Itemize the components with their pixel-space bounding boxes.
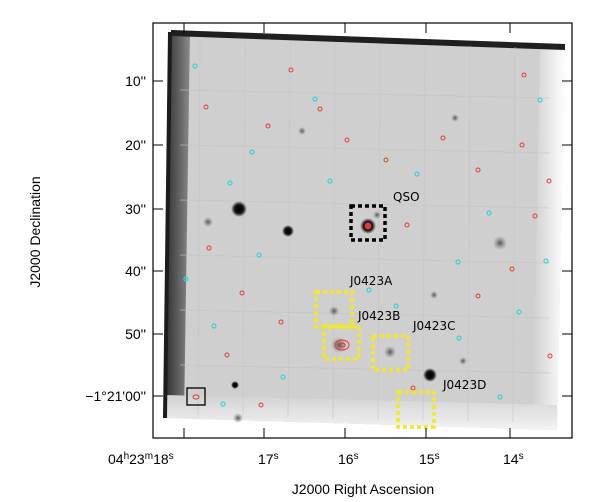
x-tick-label: 15s [419, 451, 440, 467]
x-tick-label-ra: 04h23m18s [108, 451, 174, 467]
label-j0423d: J0423D [442, 378, 486, 392]
x-axis-title: J2000 Right Ascension [292, 481, 434, 497]
x-tick-label: 14s [503, 451, 524, 467]
y-tick-label: 50'' [125, 326, 146, 342]
x-tick-label: 16s [338, 451, 359, 467]
y-tick-label: 20'' [125, 137, 146, 153]
y-tick-label: 30'' [125, 201, 146, 217]
label-j0423a: J0423A [349, 274, 393, 288]
y-axis-title: J2000 Declination [27, 176, 43, 287]
label-j0423c: J0423C [412, 319, 455, 333]
x-tick-label: 17s [258, 451, 279, 467]
y-tick-label: 40'' [125, 263, 146, 279]
x-tick-labels: 04h23m18s 17s 16s 15s 14s [108, 451, 524, 467]
y-tick-label: −1°21'00'' [85, 388, 146, 404]
y-tick-label: 10'' [125, 73, 146, 89]
y-tick-labels: 10'' 20'' 30'' 40'' 50'' −1°21'00'' [85, 73, 146, 404]
label-j0423b: J0423B [357, 309, 400, 323]
label-qso: QSO [393, 190, 420, 204]
